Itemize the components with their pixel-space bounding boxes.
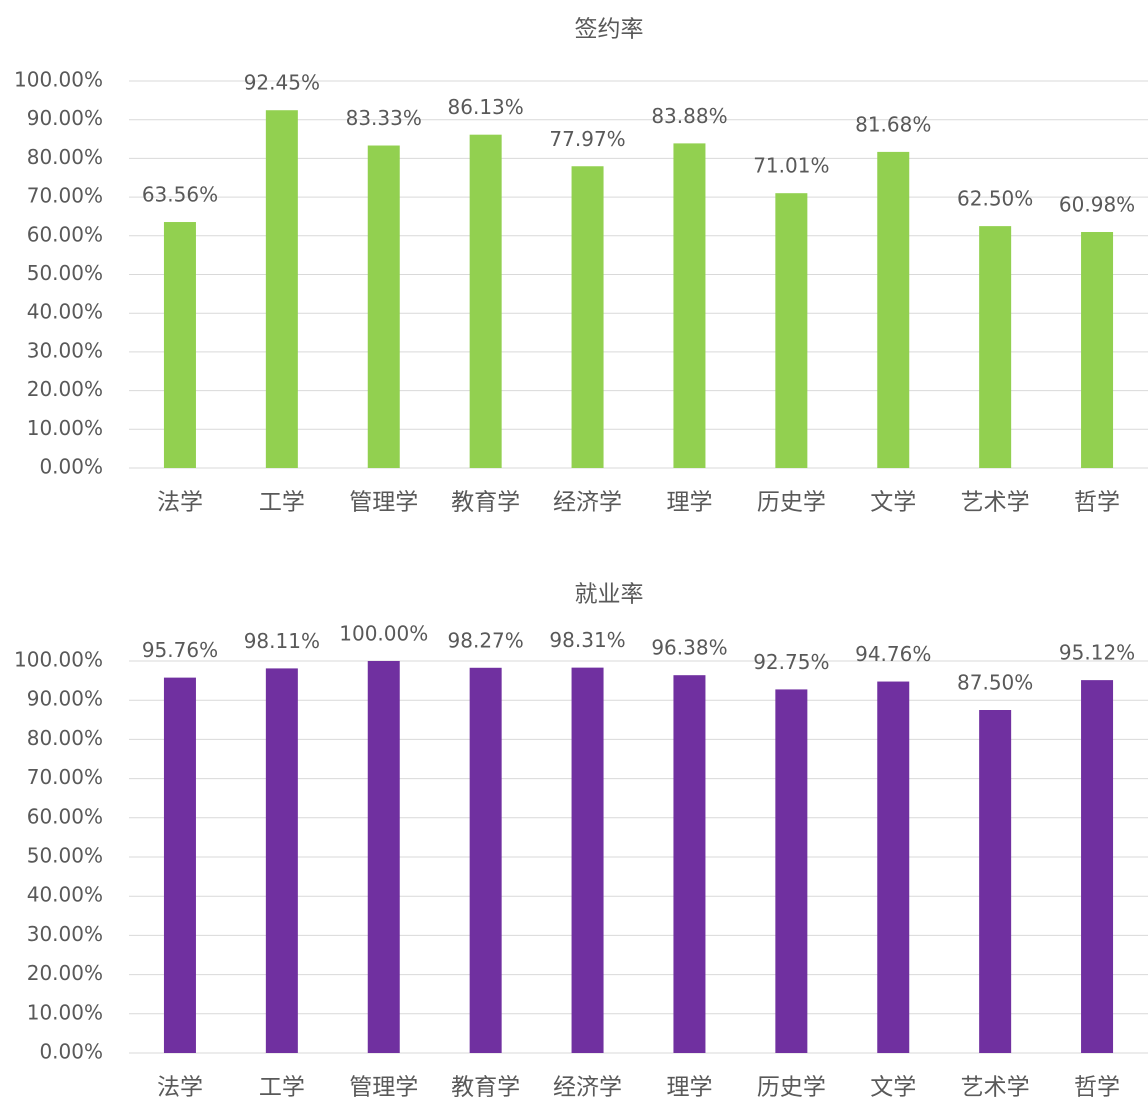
bar — [1081, 232, 1114, 468]
value-label: 98.27% — [448, 628, 524, 652]
y-tick-label: 80.00% — [27, 726, 103, 750]
value-label: 77.97% — [549, 127, 625, 151]
bar — [979, 226, 1012, 468]
y-tick-label: 70.00% — [27, 765, 103, 789]
bar — [979, 710, 1012, 1053]
y-tick-label: 50.00% — [27, 261, 103, 285]
value-label: 81.68% — [855, 112, 931, 136]
y-tick-label: 10.00% — [27, 416, 103, 440]
value-label: 96.38% — [651, 636, 727, 660]
bar — [1081, 680, 1114, 1053]
x-tick-label: 管理学 — [349, 1075, 418, 1100]
x-tick-label: 文学 — [870, 490, 916, 516]
value-label: 62.50% — [957, 187, 1033, 211]
x-tick-label: 文学 — [870, 1075, 916, 1100]
bar — [673, 675, 706, 1053]
x-tick-label: 教育学 — [451, 1075, 520, 1100]
bar — [877, 151, 910, 468]
value-label: 100.00% — [339, 622, 428, 646]
value-label: 98.31% — [549, 628, 625, 652]
value-label: 87.50% — [957, 671, 1033, 695]
y-tick-label: 50.00% — [27, 844, 103, 868]
value-label: 71.01% — [753, 154, 829, 178]
value-label: 83.33% — [346, 106, 422, 130]
x-tick-label: 工学 — [259, 1075, 305, 1100]
bar — [265, 110, 298, 468]
y-tick-label: 0.00% — [39, 1040, 103, 1064]
bar — [877, 681, 910, 1053]
y-tick-label: 70.00% — [27, 184, 103, 208]
value-label: 98.11% — [244, 629, 320, 653]
chart-title: 签约率 — [575, 17, 644, 43]
y-tick-label: 10.00% — [27, 1000, 103, 1024]
bar — [265, 668, 298, 1053]
bar — [163, 222, 196, 468]
value-label: 63.56% — [142, 183, 218, 207]
value-label: 95.76% — [142, 638, 218, 662]
y-tick-label: 60.00% — [27, 804, 103, 828]
x-tick-label: 工学 — [259, 490, 305, 516]
y-tick-label: 100.00% — [14, 68, 103, 92]
x-tick-label: 经济学 — [553, 1075, 622, 1100]
bar — [163, 677, 196, 1053]
bar — [571, 667, 604, 1053]
bar — [775, 689, 808, 1053]
value-label: 92.75% — [753, 650, 829, 674]
y-tick-label: 60.00% — [27, 222, 103, 246]
bar — [367, 661, 400, 1053]
y-tick-label: 0.00% — [39, 455, 103, 479]
x-tick-label: 艺术学 — [961, 490, 1030, 516]
value-label: 86.13% — [448, 95, 524, 119]
x-tick-label: 历史学 — [757, 490, 826, 516]
y-tick-label: 30.00% — [27, 922, 103, 946]
y-tick-label: 20.00% — [27, 961, 103, 985]
bar — [367, 145, 400, 469]
x-tick-label: 经济学 — [553, 490, 622, 516]
y-tick-label: 100.00% — [14, 648, 103, 672]
value-label: 60.98% — [1059, 193, 1135, 217]
bar — [673, 143, 706, 468]
x-tick-label: 哲学 — [1074, 1075, 1120, 1100]
x-tick-label: 教育学 — [451, 490, 520, 516]
bar — [571, 166, 604, 468]
y-tick-label: 40.00% — [27, 300, 103, 324]
x-tick-label: 哲学 — [1074, 490, 1120, 516]
bar — [469, 667, 502, 1053]
y-tick-label: 30.00% — [27, 338, 103, 362]
y-tick-label: 40.00% — [27, 883, 103, 907]
bar — [469, 134, 502, 469]
x-tick-label: 理学 — [666, 1075, 712, 1100]
y-tick-label: 80.00% — [27, 145, 103, 169]
x-tick-label: 法学 — [157, 490, 203, 516]
y-tick-label: 20.00% — [27, 377, 103, 401]
y-tick-label: 90.00% — [27, 106, 103, 130]
value-label: 95.12% — [1059, 641, 1135, 665]
chart-title: 就业率 — [575, 582, 644, 608]
x-tick-label: 法学 — [157, 1075, 203, 1100]
bar — [775, 193, 808, 469]
x-tick-label: 历史学 — [757, 1075, 826, 1100]
value-label: 83.88% — [651, 104, 727, 128]
value-label: 92.45% — [244, 71, 320, 95]
x-tick-label: 艺术学 — [961, 1075, 1030, 1100]
x-tick-label: 理学 — [666, 490, 712, 516]
value-label: 94.76% — [855, 642, 931, 666]
x-tick-label: 管理学 — [349, 490, 418, 516]
y-tick-label: 90.00% — [27, 687, 103, 711]
